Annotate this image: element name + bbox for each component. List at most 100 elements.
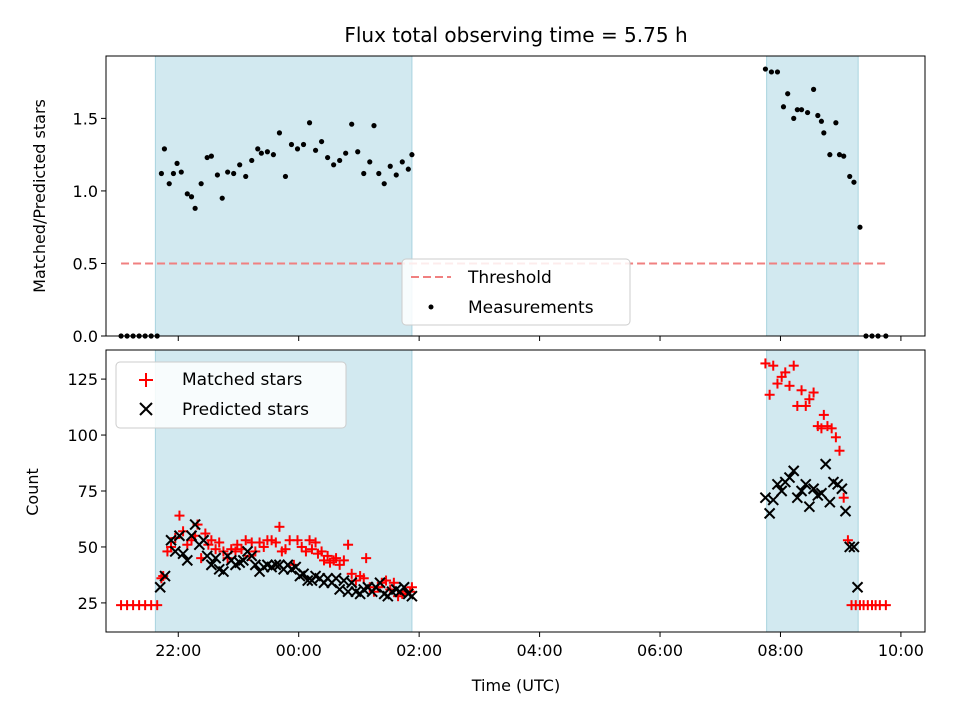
measurement-point (243, 173, 249, 180)
predicted-star-point (763, 507, 776, 520)
top-y-ticks: 0.0 0.5 1.0 1.5 (73, 109, 106, 346)
predicted-star-point (209, 552, 222, 564)
matched-star-point (764, 389, 775, 400)
measurement-point (331, 162, 337, 168)
predicted-star-point (197, 534, 210, 546)
predicted-star-point (788, 465, 800, 477)
measurement-point (774, 69, 781, 75)
matched-star-point (830, 432, 841, 443)
measurement-point (355, 149, 361, 155)
predicted-star-point (169, 545, 181, 558)
matched-star-point (780, 367, 791, 378)
predicted-star-point (189, 518, 201, 531)
matched-star-point (338, 555, 349, 566)
measurement-point (325, 154, 331, 161)
measurement-point (768, 69, 775, 75)
measurement-point (192, 205, 198, 211)
measurement-point (785, 91, 791, 97)
measurement-point (166, 181, 172, 187)
legend-predicted-label: Predicted stars (182, 400, 309, 420)
measurement-point (818, 118, 825, 124)
matched-star-point (316, 546, 327, 557)
measurement-point (349, 121, 355, 127)
bottom-y-ticks: 25 50 75 100 125 (67, 370, 106, 613)
matched-star-point (826, 423, 837, 434)
top-y-axis-label: Matched/Predicted stars (30, 99, 49, 293)
matched-star-point (331, 553, 342, 564)
predicted-star-point (783, 471, 796, 484)
measurement-point (255, 146, 261, 152)
matched-star-point (808, 387, 819, 398)
measurement-point (264, 149, 270, 155)
predicted-star-point (771, 478, 784, 490)
y-tick-label: 75 (78, 482, 98, 501)
predicted-star-point (824, 496, 836, 508)
measurement-point (851, 179, 857, 185)
matched-star-point (818, 409, 829, 420)
predicted-star-point (398, 581, 410, 593)
matched-star-point (306, 544, 317, 555)
x-tick-label: 04:00 (517, 641, 563, 660)
matched-star-point (310, 537, 321, 548)
y-tick-label: 25 (78, 594, 98, 613)
measurement-point (294, 146, 301, 152)
measurement-point (371, 123, 377, 129)
matched-star-point (270, 537, 281, 548)
x-tick-label: 06:00 (637, 641, 683, 660)
matched-star-point (152, 600, 163, 611)
matched-star-point (322, 550, 333, 561)
measurement-point (258, 150, 264, 156)
top-shaded-regions (154, 55, 859, 337)
measurement-point (827, 152, 833, 158)
predicted-star-point (246, 550, 258, 562)
x-tick-label: 22:00 (155, 641, 201, 660)
y-tick-label: 50 (78, 538, 98, 557)
top-x-ticks (177, 336, 902, 341)
measurement-point (276, 130, 283, 136)
measurement-point (249, 157, 255, 164)
measurement-point (780, 104, 787, 110)
measurement-point (174, 160, 180, 166)
predicted-star-point (297, 568, 310, 580)
predicted-star-point (791, 492, 804, 504)
measurement-point (343, 150, 349, 156)
top-axes-frame (105, 55, 926, 337)
bottom-x-ticks: 22:00 00:00 02:00 04:00 06:00 08:00 10:00 (155, 632, 924, 660)
predicted-star-point (159, 570, 171, 582)
predicted-star-point (803, 500, 816, 513)
measurement-point (393, 172, 399, 178)
y-tick-label: 125 (67, 370, 98, 389)
matched-star-point (772, 378, 783, 389)
predicted-star-point (767, 494, 779, 506)
measurement-point (798, 107, 805, 113)
predicted-star-point (185, 530, 198, 542)
predicted-star-point (181, 554, 194, 567)
predicted-star-point (819, 458, 832, 470)
matched-star-point (804, 394, 815, 405)
predicted-star-point (815, 487, 828, 499)
bottom-y-axis-label: Count (23, 468, 42, 516)
predicted-star-point (839, 505, 852, 517)
measurement-point (804, 109, 811, 116)
matched-star-point (788, 360, 799, 371)
predicted-star-point (270, 559, 282, 571)
legend-predicted-swatch (139, 402, 153, 416)
measurement-point (847, 173, 853, 180)
predicted-star-point (807, 483, 820, 495)
matched-star-point (346, 568, 357, 579)
predicted-star-point (177, 547, 189, 560)
measurement-point (762, 66, 769, 72)
matched-star-point (760, 358, 771, 369)
matched-star-point (361, 553, 372, 564)
predicted-star-point (759, 492, 772, 504)
measurement-point (794, 107, 800, 113)
measurement-point (833, 120, 839, 126)
x-tick-label: 00:00 (276, 641, 322, 660)
predicted-star-point (795, 485, 808, 497)
matched-star-point (214, 537, 225, 548)
shaded-interval-0 (154, 55, 413, 337)
measurement-point (225, 169, 231, 175)
predicted-star-point (154, 581, 166, 593)
matched-star-point (304, 535, 315, 546)
